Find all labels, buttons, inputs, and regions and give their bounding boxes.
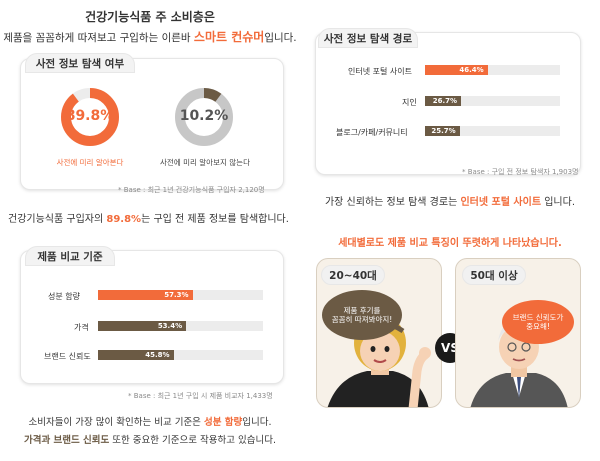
donut-no-caption: 사전에 미리 알아보지 않는다: [160, 158, 250, 167]
path-label-1: 지인: [402, 98, 417, 107]
info-search-footnote: * Base : 최근 1년 건강기능식품 구입자 2,120명: [118, 186, 265, 194]
path-bar-0: 46.4%: [425, 65, 488, 75]
path-track-2: 25.7%: [425, 126, 560, 136]
path-label-0: 인터넷 포털 사이트: [348, 67, 412, 76]
criteria-label-1: 가격: [74, 323, 89, 332]
left-heading: 건강기능식품 주 소비층은 제품을 꼼꼼하게 따져보고 구입하는 이른바 스마트…: [0, 8, 300, 45]
donut-yes-caption: 사전에 미리 알아본다: [56, 158, 124, 167]
left-bottom-text: 소비자들이 가장 많이 확인하는 비교 기준은 성분 함량입니다. 가격과 브랜…: [0, 414, 300, 446]
donut-yes-value: 89.8%: [65, 108, 115, 124]
path-track-0: 46.4%: [425, 65, 560, 75]
bottom-line-2: 가격과 브랜드 신뢰도 또한 중요한 기준으로 작용하고 있습니다.: [24, 435, 276, 446]
bottom-line-1: 소비자들이 가장 많이 확인하는 비교 기준은 성분 함량입니다.: [28, 417, 272, 428]
right-statement: 가장 신뢰하는 정보 탐색 경로는 인터넷 포털 사이트 입니다.: [324, 197, 576, 208]
criteria-bar-1: 53.4%: [98, 321, 187, 331]
criteria-bar-0: 57.3%: [98, 290, 193, 300]
senior-tab: 50대 이상: [462, 265, 526, 285]
compare-criteria-tab: 제품 비교 기준: [25, 246, 115, 266]
path-bar-1: 26.7%: [425, 96, 462, 106]
donut-chart-no: [175, 88, 233, 146]
criteria-label-0: 성분 함량: [48, 292, 80, 301]
donut-no-value: 10.2%: [179, 108, 229, 124]
generation-heading: 세대별로도 제품 비교 특징이 뚜렷하게 나타났습니다.: [338, 238, 562, 249]
donut-chart-yes: [61, 88, 119, 146]
young-speech-bubble: 제품 후기를 꼼꼼히 따져봐야지!: [322, 290, 402, 340]
compare-criteria-footnote: * Base : 최근 1년 구입 시 제품 비교자 1,433명: [128, 392, 273, 400]
criteria-bar-2: 45.8%: [98, 350, 174, 360]
heading-line-2: 제품을 꼼꼼하게 따져보고 구입하는 이른바 스마트 컨슈머입니다.: [3, 30, 297, 44]
search-path-footnote: * Base : 구입 전 정보 탐색자 1,903명: [462, 168, 579, 176]
info-search-tab: 사전 정보 탐색 여부: [25, 53, 135, 73]
path-label-2: 블로그/카페/커뮤니티: [336, 128, 408, 137]
heading-line-1: 건강기능식품 주 소비층은: [85, 10, 215, 24]
criteria-track-2: 45.8%: [98, 350, 263, 360]
search-path-tab: 사전 정보 탐색 경로: [318, 28, 418, 48]
compare-criteria-panel: [20, 250, 284, 384]
criteria-track-1: 53.4%: [98, 321, 263, 331]
young-tab: 20~40대: [321, 265, 385, 285]
criteria-track-0: 57.3%: [98, 290, 263, 300]
left-statement: 건강기능식품 구입자의 89.8%는 구입 전 제품 정보를 탐색합니다.: [8, 214, 289, 225]
senior-speech-bubble: 브랜드 신뢰도가 중요해!: [502, 300, 574, 344]
path-track-1: 26.7%: [425, 96, 560, 106]
criteria-label-2: 브랜드 신뢰도: [44, 352, 91, 361]
path-bar-2: 25.7%: [425, 126, 460, 136]
